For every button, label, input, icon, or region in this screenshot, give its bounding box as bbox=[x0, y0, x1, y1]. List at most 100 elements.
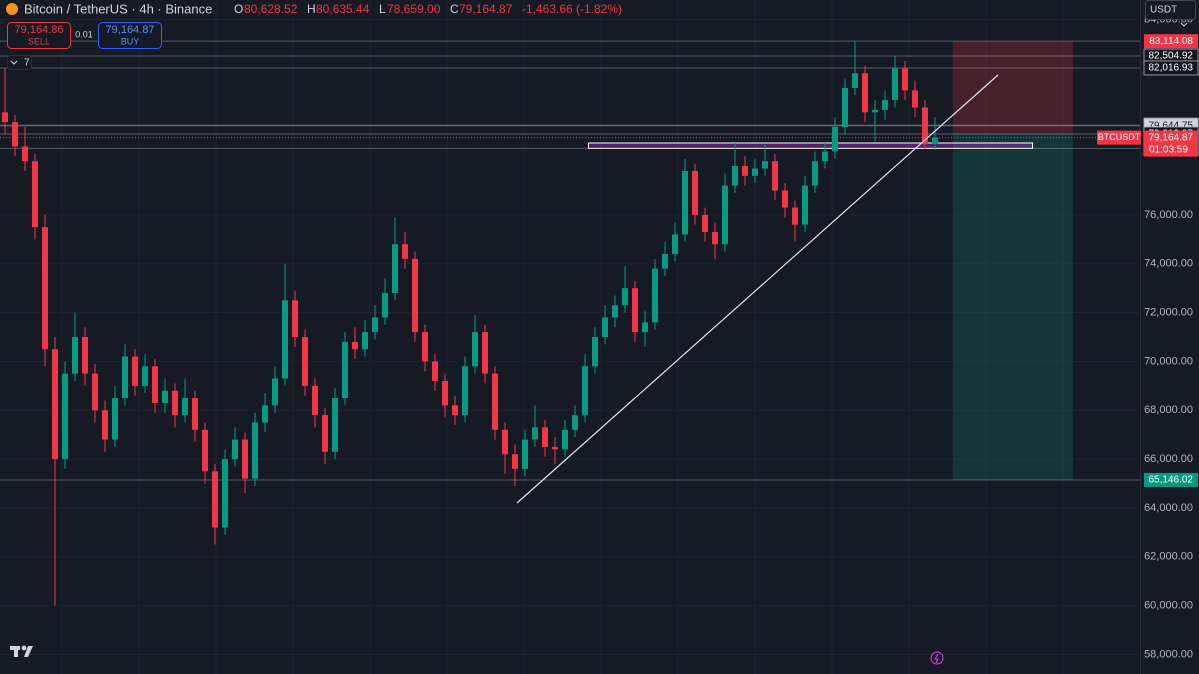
buy-price: 79,164.87 bbox=[106, 24, 155, 36]
candle-body bbox=[262, 405, 268, 423]
candle-body bbox=[72, 337, 78, 374]
level-box bbox=[1144, 472, 1198, 487]
candle-body bbox=[932, 137, 938, 145]
candle-body bbox=[482, 332, 488, 374]
candle-body bbox=[292, 300, 298, 337]
candle-body bbox=[212, 471, 218, 528]
candle-body bbox=[542, 427, 548, 447]
o-value: 80,628.52 bbox=[244, 2, 298, 16]
currency-select[interactable] bbox=[1145, 0, 1196, 20]
candle-body bbox=[92, 373, 98, 411]
level-label: 79,644.75 bbox=[1149, 121, 1194, 132]
buy-button[interactable] bbox=[98, 22, 162, 49]
l-value: 78,659.00 bbox=[387, 2, 441, 16]
o-key: O bbox=[234, 2, 243, 16]
candle-body bbox=[882, 100, 888, 110]
zone-box bbox=[588, 142, 1033, 149]
axis-bg bbox=[1141, 0, 1199, 674]
symbol[interactable]: Bitcoin / TetherUS · 4h · Binance bbox=[24, 1, 212, 16]
candle-body bbox=[312, 385, 318, 416]
trendline[interactable] bbox=[516, 74, 999, 504]
candle-body bbox=[522, 439, 528, 469]
candle-body bbox=[332, 398, 338, 452]
candle-body bbox=[82, 337, 88, 374]
candle-body bbox=[112, 398, 118, 440]
chevron bbox=[10, 60, 18, 65]
symbol-tag bbox=[1097, 130, 1141, 145]
target-zone bbox=[953, 133, 1073, 480]
indicators-toggle[interactable] bbox=[7, 55, 32, 70]
candle-body bbox=[132, 356, 138, 386]
y-tick-label: 62,000.00 bbox=[1144, 551, 1193, 563]
last-price-label: 79,164.87 bbox=[1149, 132, 1194, 143]
candle-body bbox=[662, 253, 668, 269]
candle-body bbox=[302, 337, 308, 386]
candle-body bbox=[742, 166, 748, 176]
sell-button[interactable] bbox=[7, 22, 71, 49]
candle-body bbox=[202, 429, 208, 472]
y-tick-label: 68,000.00 bbox=[1144, 404, 1193, 416]
price-axis: 84,000.0076,000.0074,000.0072,000.0070,0… bbox=[1097, 0, 1199, 674]
candle-body bbox=[532, 427, 538, 440]
candle-body bbox=[842, 87, 848, 127]
candle-body bbox=[612, 305, 618, 318]
candle-body bbox=[792, 207, 798, 225]
candle-body bbox=[222, 459, 228, 528]
coin-icon bbox=[6, 3, 18, 15]
tv-logo[interactable] bbox=[10, 645, 33, 657]
buy-label: BUY bbox=[121, 36, 140, 46]
quantity: 0.01 bbox=[75, 29, 93, 39]
candle-body bbox=[322, 415, 328, 452]
candle-body bbox=[42, 227, 48, 350]
candle-body bbox=[812, 161, 818, 186]
level-label: 83,114.08 bbox=[1149, 36, 1193, 47]
candle-body bbox=[582, 366, 588, 416]
y-tick-label: 70,000.00 bbox=[1144, 355, 1193, 367]
candle-body bbox=[732, 166, 738, 186]
alert-icon[interactable] bbox=[930, 651, 944, 665]
candle-body bbox=[382, 293, 388, 318]
currency-chevron bbox=[1180, 22, 1188, 27]
candle-body bbox=[172, 390, 178, 416]
candle-body bbox=[442, 380, 448, 406]
candle-body bbox=[862, 73, 868, 113]
candle-body bbox=[592, 337, 598, 367]
y-tick-label: 60,000.00 bbox=[1144, 600, 1193, 612]
candle-body bbox=[552, 446, 558, 450]
candle-body bbox=[472, 332, 478, 367]
candle-body bbox=[652, 268, 658, 323]
level-box bbox=[1144, 34, 1198, 49]
candle-body bbox=[832, 126, 838, 152]
candle-body bbox=[372, 317, 378, 333]
y-tick-label: 74,000.00 bbox=[1144, 258, 1193, 270]
candle-body bbox=[2, 112, 8, 123]
candle-body bbox=[762, 161, 768, 169]
change: -1,463.66 (-1.82%) bbox=[522, 2, 622, 16]
drawings bbox=[0, 40, 1140, 481]
candle-body bbox=[122, 356, 128, 399]
candle-body bbox=[562, 429, 568, 450]
stop-zone bbox=[953, 41, 1073, 134]
candle-body bbox=[492, 373, 498, 430]
candle-body bbox=[22, 146, 28, 162]
candle-body bbox=[272, 378, 278, 406]
last-price-box bbox=[1144, 130, 1198, 157]
candle-body bbox=[512, 454, 518, 469]
bolt bbox=[934, 653, 939, 664]
candle-body bbox=[242, 439, 248, 479]
candle-body bbox=[502, 429, 508, 455]
candle-body bbox=[892, 68, 898, 101]
countdown: 01:03:59 bbox=[1149, 144, 1188, 155]
sell-price: 79,164.86 bbox=[15, 24, 64, 36]
indicator-count: 7 bbox=[24, 58, 30, 69]
candle-body bbox=[282, 300, 288, 379]
candle-body bbox=[462, 366, 468, 416]
candle-body bbox=[782, 190, 788, 208]
candle-body bbox=[682, 170, 688, 235]
candle-body bbox=[392, 244, 398, 294]
candle-body bbox=[852, 73, 858, 88]
candle-body bbox=[692, 170, 698, 215]
